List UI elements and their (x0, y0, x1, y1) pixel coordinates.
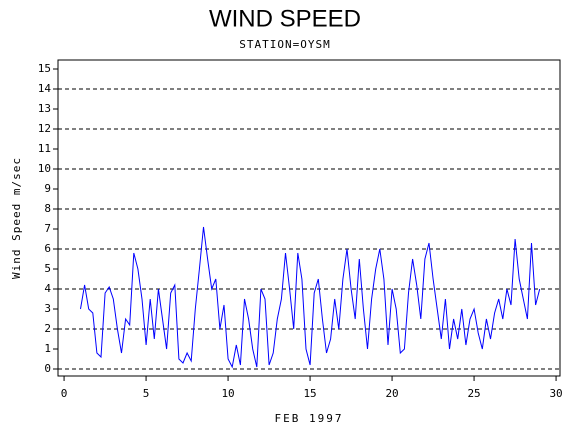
x-tick-label: 5 (143, 387, 150, 400)
y-tick-label: 0 (44, 362, 51, 375)
y-tick-label: 7 (44, 222, 51, 235)
x-tick-label: 30 (549, 387, 562, 400)
y-tick-label: 3 (44, 302, 51, 315)
y-tick-label: 1 (44, 342, 51, 355)
y-tick-label: 6 (44, 242, 51, 255)
plot-frame (57, 59, 561, 377)
y-tick-label: 14 (38, 82, 52, 95)
x-tick-label: 15 (303, 387, 316, 400)
y-tick-label: 15 (38, 62, 51, 75)
y-axis-label: Wind Speed m/sec (10, 157, 23, 279)
y-tick-label: 2 (44, 322, 51, 335)
chart-subtitle: STATION=OYSM (239, 38, 330, 51)
wind-line (80, 226, 541, 369)
y-tick-label: 5 (44, 262, 51, 275)
y-tick-label: 10 (38, 162, 51, 175)
x-tick-label: 10 (221, 387, 234, 400)
x-tick-label: 20 (385, 387, 398, 400)
chart-title: WIND SPEED (209, 5, 361, 32)
y-tick-label: 11 (38, 142, 51, 155)
y-tick-label: 8 (44, 202, 51, 215)
x-axis-label: FEB 1997 (275, 412, 344, 425)
y-tick-label: 13 (38, 102, 51, 115)
y-tick-label: 12 (38, 122, 51, 135)
y-tick-label: 4 (44, 282, 51, 295)
x-tick-label: 0 (61, 387, 68, 400)
x-tick-label: 25 (467, 387, 480, 400)
y-tick-label: 9 (44, 182, 51, 195)
